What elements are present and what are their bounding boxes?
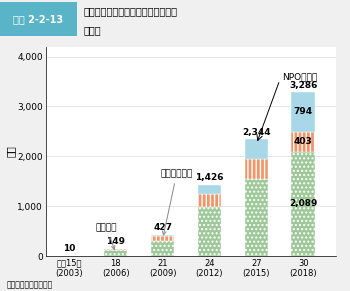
- Text: 特例有限会社: 特例有限会社: [161, 169, 193, 235]
- Text: 3,286: 3,286: [289, 81, 317, 90]
- Y-axis label: 法人: 法人: [6, 146, 16, 157]
- Bar: [198, 185, 221, 194]
- Text: 149: 149: [106, 237, 125, 246]
- Text: 2,089: 2,089: [289, 199, 317, 208]
- Text: NPO法人等: NPO法人等: [282, 72, 317, 81]
- Bar: [198, 207, 221, 256]
- Bar: [292, 152, 315, 256]
- Bar: [104, 249, 127, 250]
- Text: 図表 2-2-13: 図表 2-2-13: [13, 14, 64, 24]
- Bar: [151, 241, 174, 256]
- Text: 10: 10: [63, 244, 75, 253]
- Text: 法人数: 法人数: [84, 25, 102, 35]
- Bar: [292, 132, 315, 152]
- Bar: [151, 235, 174, 236]
- Bar: [198, 194, 221, 207]
- Text: 農地を利用して農業経営を行う一般: 農地を利用して農業経営を行う一般: [84, 6, 178, 16]
- Bar: [57, 255, 80, 256]
- Bar: [104, 250, 127, 256]
- FancyBboxPatch shape: [0, 2, 77, 36]
- Text: 株式会社: 株式会社: [96, 223, 117, 249]
- Bar: [245, 139, 268, 159]
- Text: 2,344: 2,344: [242, 128, 271, 137]
- Bar: [292, 92, 315, 132]
- Text: 403: 403: [294, 137, 313, 146]
- Text: 1,426: 1,426: [195, 173, 224, 182]
- Bar: [151, 236, 174, 241]
- Text: 427: 427: [153, 223, 172, 232]
- Bar: [245, 179, 268, 256]
- Text: 794: 794: [294, 107, 313, 116]
- Bar: [245, 159, 268, 179]
- Text: 資料：農林水産省作成: 資料：農林水産省作成: [7, 281, 53, 290]
